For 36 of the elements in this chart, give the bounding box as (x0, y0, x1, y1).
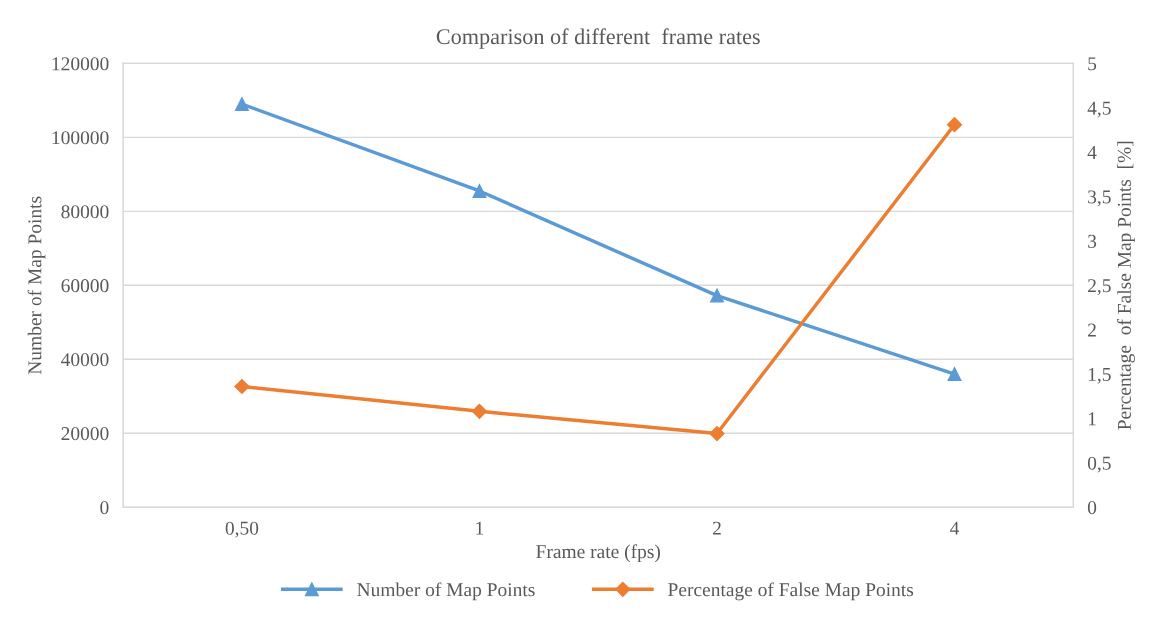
point (947, 367, 962, 382)
y2-tick-label: 5 (1088, 57, 1097, 71)
point (710, 288, 724, 303)
point (946, 117, 963, 133)
y2-tick-label: 1 (1088, 412, 1096, 426)
point (234, 97, 249, 112)
y2-tick-label: 2,5 (1088, 279, 1111, 296)
y-tick-label: 40000 (61, 353, 109, 367)
x-axis-title: Frame rate (fps) (536, 544, 660, 563)
point (472, 184, 487, 198)
x-tick-label: 1 (476, 521, 484, 535)
y2-tick-label: 2 (1088, 323, 1096, 337)
y2-tick-label: 4 (1087, 146, 1097, 159)
chart-title: Comparison of different frame rates (436, 28, 760, 49)
y2-axis-title: Percentage of False Map Points [%] (1117, 141, 1135, 430)
point (234, 378, 250, 395)
y2-tick-label: 1,5 (1088, 367, 1111, 384)
x-tick-label: 4 (950, 521, 960, 535)
y2-tick-label: 4,5 (1087, 101, 1111, 118)
y-axis-title: Number of Map Points (27, 196, 46, 375)
y2-tick-label: 3 (1088, 234, 1097, 248)
y2-tick-label: 0,5 (1087, 456, 1111, 473)
x-tick-label: 0,50 (225, 521, 259, 538)
y-tick-label: 60000 (61, 279, 109, 293)
legend-label: Percentage of False Map Points (668, 582, 914, 601)
point (471, 403, 488, 419)
y-tick-label: 120000 (52, 57, 109, 71)
y-tick-label: 0 (100, 501, 109, 515)
y2-tick-label: 0 (1087, 501, 1097, 515)
y2-tick-label: 3,5 (1088, 190, 1111, 207)
y-tick-label: 100000 (52, 131, 109, 145)
y-tick-label: 20000 (61, 427, 109, 441)
y-tick-label: 80000 (61, 205, 109, 219)
point (709, 425, 725, 442)
x-tick-label: 2 (712, 521, 721, 535)
legend-label: Number of Map Points (357, 582, 535, 601)
